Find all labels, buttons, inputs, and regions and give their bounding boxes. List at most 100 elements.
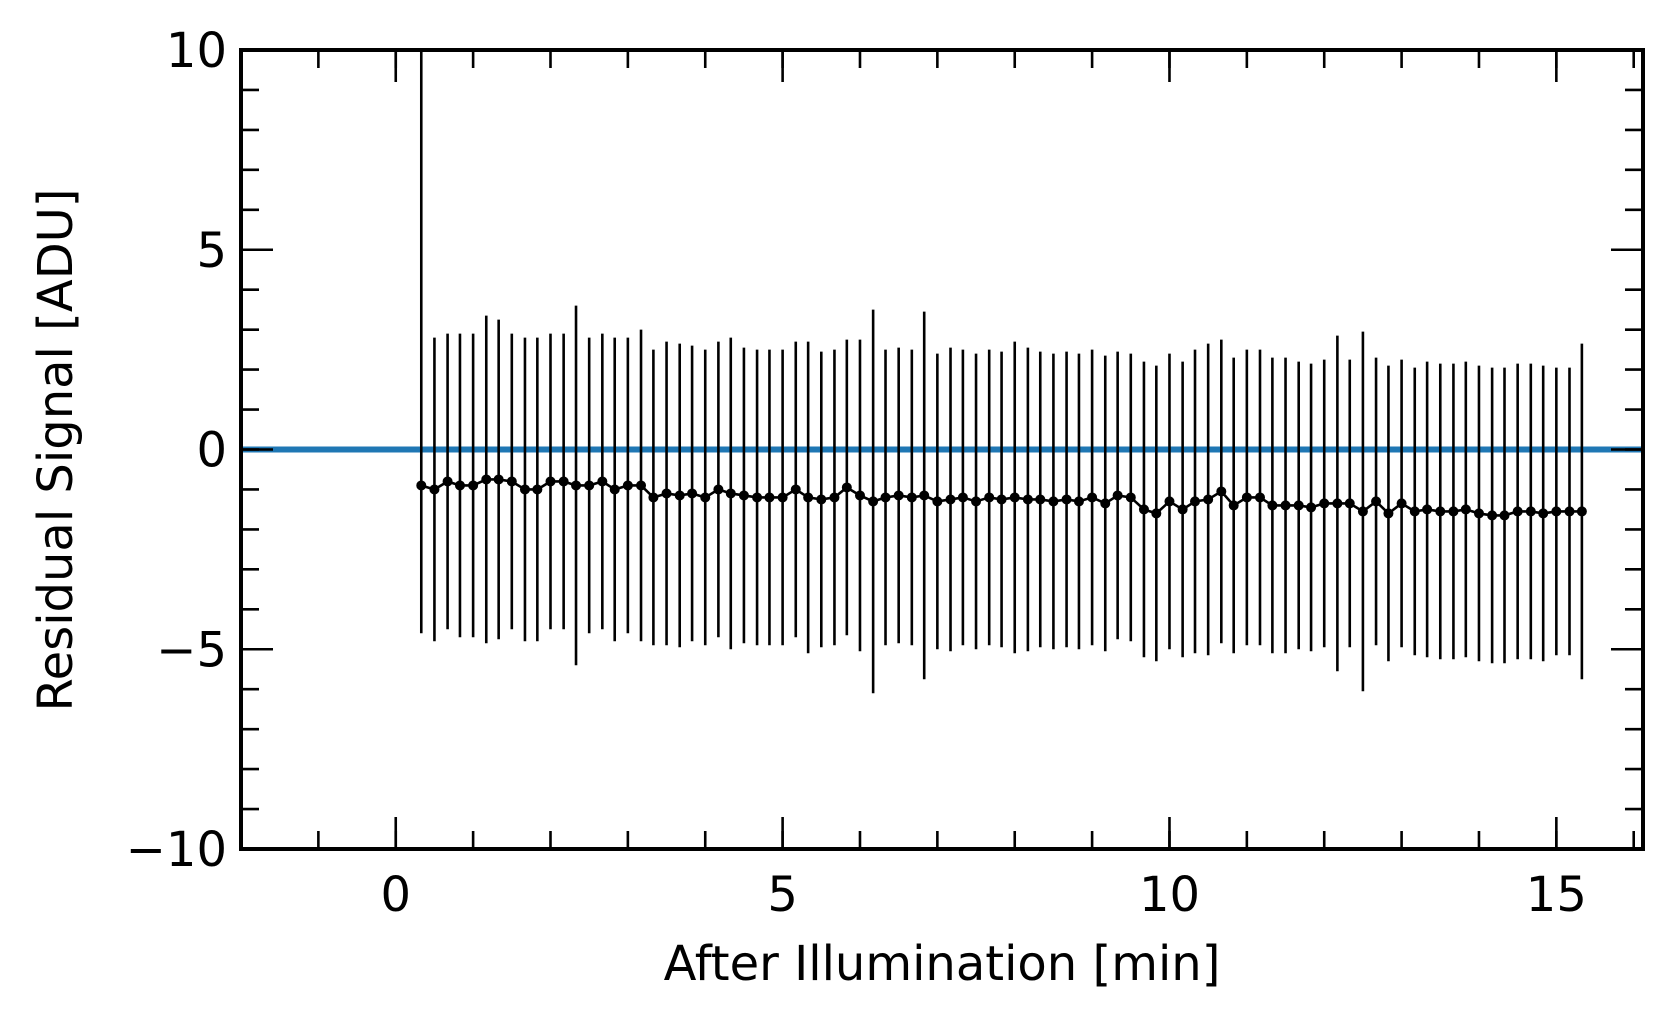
data-point <box>1525 506 1536 517</box>
data-point <box>906 492 917 503</box>
data-point <box>1512 506 1523 517</box>
data-point <box>1551 506 1562 517</box>
data-point <box>1164 496 1175 507</box>
data-point <box>1228 500 1239 511</box>
y-axis-label: Residual Signal [ADU] <box>28 188 84 711</box>
data-point <box>1241 492 1252 503</box>
data-point <box>1396 498 1407 509</box>
data-point <box>1332 498 1343 509</box>
data-point <box>429 484 440 495</box>
x-tick-label: 15 <box>1526 867 1587 923</box>
y-tick-label: 5 <box>196 223 227 279</box>
data-point <box>661 488 672 499</box>
data-point <box>984 492 995 503</box>
data-point <box>1319 498 1330 509</box>
data-point <box>584 480 595 491</box>
data-point <box>454 480 465 491</box>
data-point <box>558 476 569 487</box>
data-point <box>764 492 775 503</box>
data-point <box>713 484 724 495</box>
data-point <box>868 496 879 507</box>
data-point <box>1371 496 1382 507</box>
data-point <box>1255 492 1266 503</box>
data-point <box>636 480 647 491</box>
data-point <box>532 484 543 495</box>
data-point <box>1216 486 1227 497</box>
data-point <box>1138 504 1149 515</box>
data-point <box>1564 506 1575 517</box>
y-tick-label: 10 <box>166 23 227 79</box>
plot-area <box>241 50 1643 694</box>
data-point <box>738 490 749 501</box>
data-point <box>752 492 763 503</box>
y-tick-label: −10 <box>126 822 227 878</box>
data-point <box>1448 506 1459 517</box>
data-point <box>674 490 685 501</box>
data-point <box>545 476 556 487</box>
data-point <box>442 476 453 487</box>
data-point <box>1435 506 1446 517</box>
y-tick-label: −5 <box>156 622 227 678</box>
data-point <box>777 492 788 503</box>
data-point <box>1460 504 1471 515</box>
data-point <box>519 484 530 495</box>
data-point <box>829 492 840 503</box>
data-point <box>416 480 427 491</box>
data-point <box>700 492 711 503</box>
data-point <box>945 494 956 505</box>
x-tick-label: 0 <box>380 867 411 923</box>
data-point <box>971 496 982 507</box>
data-point <box>1048 496 1059 507</box>
data-point <box>816 494 827 505</box>
data-point <box>932 496 943 507</box>
data-point <box>1267 500 1278 511</box>
data-point <box>1112 490 1123 501</box>
data-point <box>1487 510 1498 521</box>
data-point <box>1203 494 1214 505</box>
data-point <box>493 474 504 485</box>
data-point <box>687 488 698 499</box>
data-point <box>1383 508 1394 519</box>
data-point <box>622 480 633 491</box>
data-point <box>880 492 891 503</box>
data-point <box>1190 496 1201 507</box>
data-point <box>1035 494 1046 505</box>
data-point <box>1473 508 1484 519</box>
data-point <box>1022 494 1033 505</box>
data-point <box>1576 506 1587 517</box>
data-point <box>571 480 582 491</box>
data-point <box>1061 494 1072 505</box>
data-point <box>1306 502 1317 513</box>
data-point <box>1100 498 1111 509</box>
data-point <box>1344 498 1355 509</box>
x-axis-label: After Illumination [min] <box>664 936 1221 992</box>
y-tick-label: 0 <box>196 423 227 479</box>
x-tick-label: 10 <box>1139 867 1200 923</box>
data-point <box>1357 506 1368 517</box>
data-point <box>1125 492 1136 503</box>
data-point <box>790 484 801 495</box>
data-point <box>1151 508 1162 519</box>
data-point <box>854 490 865 501</box>
data-point <box>1073 496 1084 507</box>
x-tick-label: 5 <box>767 867 798 923</box>
data-point <box>725 488 736 499</box>
data-point <box>609 484 620 495</box>
data-point <box>481 474 492 485</box>
data-point <box>648 492 659 503</box>
data-point <box>841 482 852 493</box>
data-point <box>893 490 904 501</box>
data-point <box>506 476 517 487</box>
data-point <box>1538 508 1549 519</box>
data-point <box>996 494 1007 505</box>
plot-frame <box>239 48 1645 851</box>
data-point <box>1499 510 1510 521</box>
data-point <box>1009 492 1020 503</box>
data-point <box>597 476 608 487</box>
data-point <box>1409 506 1420 517</box>
data-point <box>803 492 814 503</box>
data-point <box>957 492 968 503</box>
data-point <box>1280 500 1291 511</box>
data-point <box>1293 500 1304 511</box>
